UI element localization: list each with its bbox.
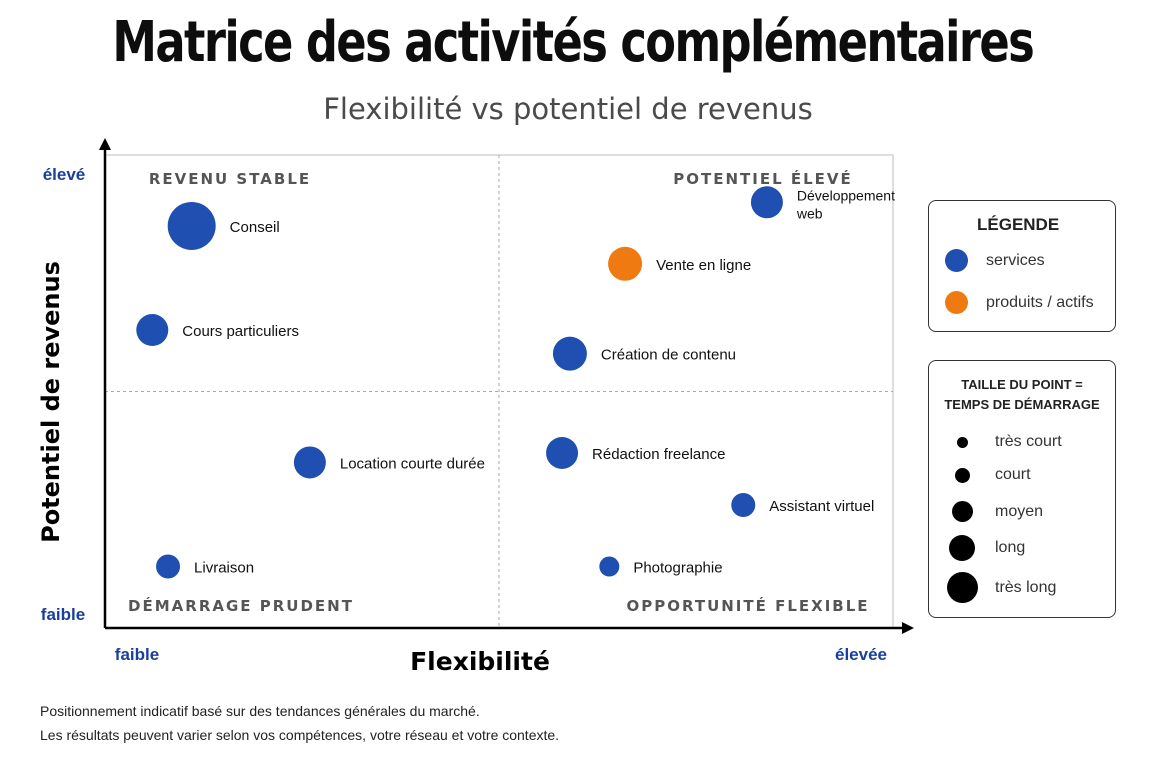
legend-label-produits: produits / actifs bbox=[986, 293, 1094, 311]
size-item-long: long bbox=[929, 535, 1115, 561]
legend-title: LÉGENDE bbox=[977, 215, 1060, 234]
x-tick-high: élevée bbox=[835, 645, 887, 664]
legend-item-produits: produits / actifs bbox=[945, 291, 1094, 314]
chart-subtitle: Flexibilité vs potentiel de revenus bbox=[323, 92, 813, 126]
point-label-creation-de-contenu: Création de contenu bbox=[601, 347, 736, 364]
size-legend: TAILLE DU POINT = TEMPS DE DÉMARRAGE trè… bbox=[928, 360, 1116, 618]
point-label-redaction-freelance: Rédaction freelance bbox=[592, 446, 725, 463]
point-conseil bbox=[167, 201, 216, 250]
size-item-tres-court: très court bbox=[929, 433, 1115, 451]
legend-item-services: services bbox=[945, 249, 1045, 272]
point-redaction-freelance bbox=[546, 436, 579, 469]
x-tick-low: faible bbox=[115, 645, 159, 664]
point-label-livraison: Livraison bbox=[194, 560, 254, 577]
point-cours-particuliers bbox=[136, 314, 169, 347]
footnote-line-1: Positionnement indicatif basé sur des te… bbox=[40, 703, 480, 719]
size-item-moyen: moyen bbox=[929, 501, 1115, 522]
size-label-long: long bbox=[995, 539, 1026, 556]
category-legend: LÉGENDE services produits / actifs bbox=[928, 200, 1116, 332]
quadrant-label-top-left: REVENU STABLE bbox=[149, 170, 311, 188]
point-assistant-virtuel bbox=[731, 493, 756, 518]
size-swatch-tres-court bbox=[956, 436, 968, 448]
point-location-courte-duree bbox=[293, 446, 326, 479]
quadrant-label-top-right: POTENTIEL ÉLEVÉ bbox=[673, 169, 853, 188]
point-vente-en-ligne bbox=[608, 246, 643, 281]
size-swatch-moyen bbox=[951, 501, 973, 522]
point-developpement-web bbox=[750, 186, 783, 219]
size-label-moyen: moyen bbox=[995, 502, 1044, 520]
quadrant-label-bottom-right: OPPORTUNITÉ FLEXIBLE bbox=[626, 596, 869, 615]
point-label-cours-particuliers: Cours particuliers bbox=[182, 323, 299, 340]
quadrant-label-bottom-left: DÉMARRAGE PRUDENT bbox=[128, 596, 354, 615]
y-axis-arrow-icon bbox=[99, 138, 111, 150]
point-label-assistant-virtuel: Assistant virtuel bbox=[769, 498, 874, 515]
size-label-tres-long: très long bbox=[995, 578, 1057, 596]
size-swatch-tres-long bbox=[946, 572, 978, 603]
y-tick-high: élevé bbox=[43, 165, 86, 184]
point-label-photographie: Photographie bbox=[633, 560, 722, 577]
legend-swatch-produits bbox=[945, 291, 968, 314]
point-creation-de-contenu bbox=[552, 336, 587, 371]
y-axis-label: Potentiel de revenus bbox=[37, 261, 65, 543]
size-swatch-court bbox=[954, 467, 970, 483]
size-swatch-long bbox=[949, 535, 975, 561]
size-item-tres-long: très long bbox=[929, 572, 1115, 603]
size-label-court: court bbox=[995, 466, 1031, 483]
point-label-vente-en-ligne: Vente en ligne bbox=[656, 257, 751, 274]
point-label-developpement-web-line-1: Développement bbox=[797, 187, 895, 203]
point-label-conseil: Conseil bbox=[230, 219, 280, 236]
chart-title: Matrice des activités complémentaires bbox=[112, 10, 1034, 75]
size-item-court: court bbox=[929, 466, 1115, 484]
point-livraison bbox=[156, 554, 181, 579]
legend-swatch-services bbox=[945, 249, 968, 272]
size-label-tres-court: très court bbox=[995, 433, 1062, 450]
footnote-line-2: Les résultats peuvent varier selon vos c… bbox=[40, 727, 560, 743]
x-axis-arrow-icon bbox=[902, 622, 914, 634]
point-label-location-courte-duree: Location courte durée bbox=[340, 455, 485, 472]
x-axis-label: Flexibilité bbox=[410, 647, 550, 676]
point-photographie bbox=[599, 556, 620, 577]
legend-label-services: services bbox=[986, 251, 1045, 269]
size-legend-title-line2: TEMPS DE DÉMARRAGE bbox=[944, 397, 1100, 412]
point-label-developpement-web-line-2: web bbox=[796, 205, 823, 221]
size-legend-title-line1: TAILLE DU POINT = bbox=[961, 377, 1083, 392]
y-tick-low: faible bbox=[41, 605, 85, 624]
